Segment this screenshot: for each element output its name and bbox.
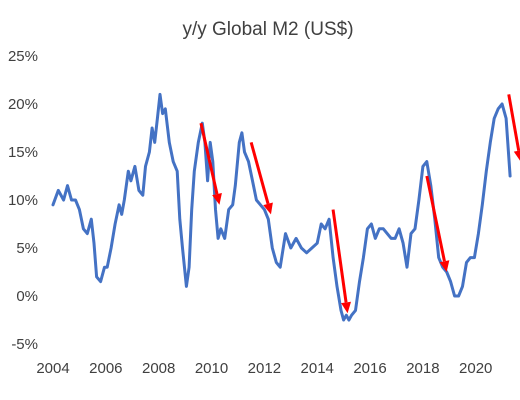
y-tick-label: 10% <box>8 192 38 209</box>
trend-arrow <box>331 209 352 314</box>
trend-arrow <box>199 122 222 205</box>
y-tick-label: 20% <box>8 96 38 113</box>
trend-arrow <box>425 175 450 272</box>
x-tick-label: 2018 <box>406 360 439 377</box>
x-tick-label: 2004 <box>36 360 69 377</box>
plot-area <box>51 92 520 322</box>
y-tick-label: 25% <box>8 48 38 65</box>
y-axis: -5% 0% 5% 10% 15% 20% 25% <box>8 48 38 353</box>
y-tick-label: 0% <box>16 288 38 305</box>
y-tick-label: -5% <box>11 336 38 353</box>
x-tick-label: 2006 <box>89 360 122 377</box>
x-tick-label: 2020 <box>459 360 492 377</box>
trend-arrow <box>507 94 520 161</box>
x-tick-label: 2012 <box>248 360 281 377</box>
trend-arrow <box>249 142 273 215</box>
x-axis: 2004 2006 2008 2010 2012 2014 2016 2018 2020 <box>36 360 492 377</box>
x-tick-label: 2016 <box>353 360 386 377</box>
chart-title: y/y Global M2 (US$) <box>182 19 353 40</box>
x-tick-label: 2008 <box>142 360 175 377</box>
series-line <box>51 92 512 322</box>
x-tick-label: 2014 <box>301 360 334 377</box>
y-tick-label: 5% <box>16 240 38 257</box>
x-tick-label: 2010 <box>195 360 228 377</box>
y-tick-label: 15% <box>8 144 38 161</box>
